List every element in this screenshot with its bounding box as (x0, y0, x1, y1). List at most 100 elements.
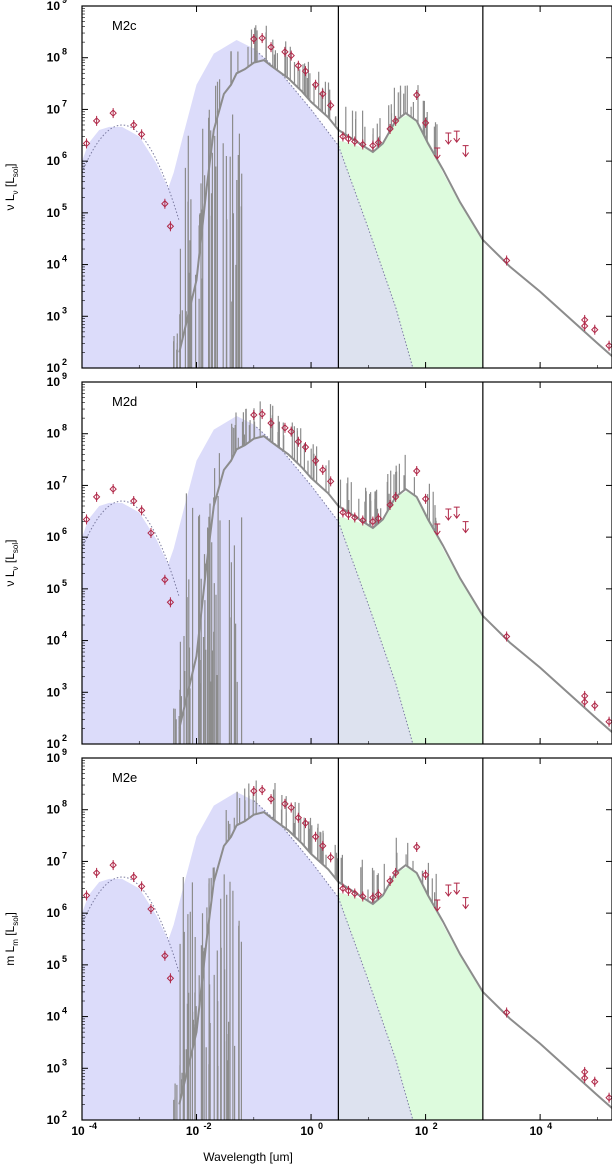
data-point (391, 493, 400, 501)
data-point (386, 877, 394, 885)
y-tick-label: 10 (47, 685, 61, 699)
y-tick-label: 10 (47, 51, 61, 65)
data-point (281, 424, 289, 432)
data-point (580, 322, 589, 330)
y-tick-label: 10 (47, 258, 61, 272)
data-point (281, 48, 289, 56)
data-point (92, 117, 101, 125)
panel-m2e: 10 210 310 410 510 610 710 810 910 -4 10 -2 10 0 10 2 10… (3, 747, 612, 1138)
data-point (502, 632, 511, 641)
y-tick-label-exponent: 7 (62, 98, 67, 108)
young-stars-curve (82, 124, 180, 222)
upper-limit (462, 521, 470, 534)
data-point (258, 410, 266, 418)
y-tick-label-exponent: 9 (62, 0, 67, 5)
upper-limit (433, 523, 441, 536)
y-tick-label: 10 (47, 206, 61, 220)
emission-lines (173, 401, 437, 744)
y-tick-label-exponent: 7 (62, 474, 67, 484)
data-point (166, 222, 175, 230)
data-point (580, 1074, 589, 1082)
data-point (591, 702, 599, 710)
data-point (413, 467, 421, 475)
x-tick-label: 10 (71, 1124, 85, 1138)
x-tick-label-exponent: 2 (433, 1121, 438, 1131)
y-tick-label: 10 (47, 102, 61, 116)
data-point (359, 892, 367, 901)
y-tick-label: 10 (47, 1061, 61, 1075)
panel-label: M2e (112, 770, 137, 785)
data-point (386, 125, 394, 133)
y-tick-label: 10 (47, 309, 61, 323)
young-stars-curve (82, 500, 180, 598)
plot-area (82, 780, 612, 1120)
data-point (339, 508, 347, 517)
x-tick-label-exponent: 4 (547, 1121, 552, 1131)
overlap-area (338, 897, 413, 1120)
y-tick-label: 10 (47, 634, 61, 648)
upper-limit (453, 130, 461, 143)
data-point (166, 598, 175, 606)
data-point (502, 256, 511, 265)
y-tick-label: 10 (47, 737, 61, 751)
data-point (319, 90, 327, 98)
data-point (421, 495, 430, 503)
data-point (130, 121, 138, 129)
upper-limit (444, 884, 452, 897)
upper-limit (444, 508, 452, 521)
data-point (326, 477, 335, 486)
upper-limit (444, 132, 452, 145)
data-point (580, 692, 589, 700)
data-point (344, 887, 353, 895)
data-point (147, 529, 155, 537)
y-tick-label: 10 (47, 1010, 61, 1024)
data-point (421, 871, 430, 879)
y-tick-label-exponent: 7 (62, 850, 67, 860)
data-point (250, 411, 258, 419)
data-point (351, 513, 359, 522)
upper-limit (453, 882, 461, 895)
y-axis-label: m Lm [Lsol] (3, 912, 20, 966)
data-point (250, 787, 258, 795)
data-point (374, 138, 383, 147)
y-tick-label-exponent: 5 (62, 202, 67, 212)
y-tick-label-exponent: 4 (62, 630, 67, 640)
data-point (369, 141, 377, 150)
data-point (391, 869, 400, 877)
x-tick-label: 10 (529, 1124, 543, 1138)
panel-frame (81, 757, 612, 1121)
panel-frame (81, 381, 612, 745)
data-point (591, 1078, 599, 1086)
data-point (130, 497, 138, 505)
data-point (161, 576, 169, 584)
data-point (301, 67, 310, 75)
data-point (386, 501, 394, 509)
y-tick-label-exponent: 8 (62, 423, 67, 433)
data-point (319, 466, 327, 474)
data-point (391, 117, 400, 125)
model-sed-line (178, 59, 612, 357)
data-point (294, 62, 303, 70)
data-point (413, 91, 421, 99)
data-point (605, 717, 612, 726)
data-point (161, 200, 169, 208)
overlap-area (338, 145, 413, 368)
data-point (351, 889, 359, 898)
data-point (311, 833, 320, 841)
y-tick-label: 10 (47, 854, 61, 868)
data-point (281, 800, 289, 808)
plot-area (82, 401, 612, 744)
data-point (339, 132, 347, 141)
y-axis-label: ν Lν [Lsol] (3, 540, 20, 587)
y-tick-label-exponent: 6 (62, 902, 67, 912)
x-tick-label-exponent: -2 (204, 1121, 212, 1131)
data-point (294, 814, 303, 822)
data-point (359, 516, 367, 525)
y-tick-label-exponent: 6 (62, 150, 67, 160)
y-tick-label-exponent: 4 (62, 254, 67, 264)
y-tick-label: 10 (47, 361, 61, 375)
plot-area (82, 25, 612, 368)
